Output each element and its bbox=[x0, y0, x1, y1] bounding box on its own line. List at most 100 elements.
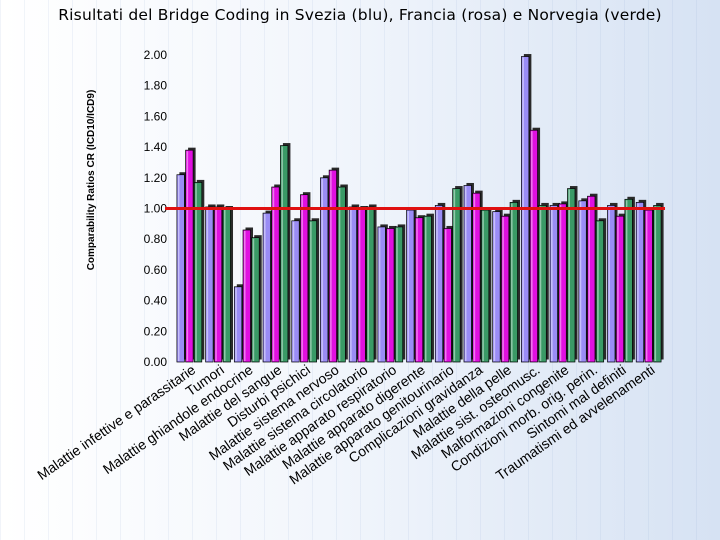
bar bbox=[501, 213, 512, 363]
bar bbox=[509, 199, 521, 363]
bar-highlight bbox=[387, 229, 390, 361]
bar bbox=[463, 182, 474, 363]
bar-face bbox=[538, 205, 547, 363]
bar-highlight bbox=[464, 186, 467, 361]
y-tick-label: 0.60 bbox=[144, 263, 168, 277]
y-tick-label: 1.60 bbox=[144, 109, 168, 123]
bar bbox=[567, 186, 578, 363]
bar-face bbox=[348, 206, 357, 363]
bar-highlight bbox=[321, 178, 323, 361]
bar-face bbox=[406, 209, 415, 363]
bar-face bbox=[578, 200, 587, 363]
bar-face bbox=[434, 205, 444, 363]
bar-highlight bbox=[502, 217, 504, 361]
bar-face bbox=[251, 237, 260, 363]
bar-face bbox=[308, 220, 317, 363]
y-axis-ticks: 0.00 0.20 0.40 0.60 0.80 1.00 1.20 1.40 1.60 1.80… bbox=[144, 48, 168, 369]
bar bbox=[291, 218, 302, 363]
bar-highlight bbox=[292, 221, 295, 361]
bar bbox=[242, 227, 254, 363]
bar-face bbox=[607, 205, 616, 363]
bars bbox=[176, 54, 664, 363]
bar-highlight bbox=[224, 209, 226, 361]
bar bbox=[213, 204, 225, 363]
bar-highlight bbox=[350, 207, 352, 361]
bar bbox=[233, 284, 245, 363]
bar-face bbox=[443, 228, 452, 363]
bar-highlight bbox=[637, 203, 639, 361]
bar-face bbox=[481, 209, 490, 363]
bar bbox=[280, 143, 291, 363]
bar-face bbox=[213, 206, 223, 363]
bar bbox=[644, 207, 655, 363]
bar-highlight bbox=[531, 131, 533, 361]
bar-highlight bbox=[539, 206, 542, 361]
bar bbox=[205, 204, 216, 363]
bar-face bbox=[328, 169, 337, 363]
bar bbox=[635, 199, 647, 363]
bar bbox=[538, 202, 549, 363]
bar-highlight bbox=[396, 227, 398, 361]
y-tick-label: 0.00 bbox=[144, 355, 168, 369]
bar-face bbox=[509, 202, 518, 363]
bar bbox=[587, 193, 598, 363]
bar-highlight bbox=[625, 200, 628, 361]
bar-face bbox=[337, 186, 346, 363]
bar-highlight bbox=[281, 146, 283, 361]
bar-highlight bbox=[511, 203, 513, 361]
bar-highlight bbox=[654, 206, 657, 361]
bar-face bbox=[635, 202, 645, 363]
bar-highlight bbox=[453, 189, 456, 361]
bar-face bbox=[567, 188, 576, 363]
bar bbox=[193, 179, 205, 363]
bar bbox=[320, 175, 331, 363]
bar bbox=[300, 192, 311, 363]
bar bbox=[222, 206, 234, 363]
bar-highlight bbox=[493, 212, 496, 361]
bar-highlight bbox=[378, 227, 381, 361]
bar-highlight bbox=[177, 175, 180, 361]
bar-highlight bbox=[272, 188, 275, 361]
y-tick-label: 0.20 bbox=[144, 324, 168, 338]
bar-face bbox=[615, 215, 625, 363]
bar-face bbox=[587, 195, 596, 363]
bar-highlight bbox=[310, 221, 312, 361]
bar-face bbox=[394, 226, 404, 363]
bar-highlight bbox=[301, 195, 303, 361]
bar-face bbox=[423, 215, 432, 363]
bar-face bbox=[595, 220, 605, 363]
y-tick-label: 2.00 bbox=[144, 48, 168, 62]
bar-face bbox=[300, 194, 309, 363]
y-tick-label: 0.80 bbox=[144, 232, 168, 246]
bar-highlight bbox=[579, 201, 582, 361]
bar-face bbox=[558, 203, 567, 363]
bar bbox=[328, 167, 340, 363]
bar-highlight bbox=[597, 221, 599, 361]
bar bbox=[262, 210, 274, 363]
page-title: Risultati del Bridge Coding in Svezia (b… bbox=[58, 6, 662, 24]
bar-face bbox=[205, 206, 214, 363]
bar bbox=[434, 202, 446, 363]
bar-highlight bbox=[608, 206, 610, 361]
bar-face bbox=[452, 188, 461, 363]
y-tick-label: 1.20 bbox=[144, 171, 168, 185]
bar bbox=[394, 224, 406, 363]
bar-face bbox=[472, 192, 481, 363]
bar-highlight bbox=[588, 197, 590, 361]
bar-highlight bbox=[330, 171, 332, 361]
bar-highlight bbox=[235, 287, 237, 361]
bar bbox=[414, 215, 426, 363]
bar-face bbox=[624, 198, 633, 363]
bar-highlight bbox=[195, 183, 197, 361]
bar bbox=[653, 202, 664, 363]
bar-highlight bbox=[244, 230, 246, 361]
bar bbox=[185, 147, 196, 363]
bar-face bbox=[280, 145, 289, 363]
bar bbox=[492, 209, 503, 363]
y-tick-label: 1.40 bbox=[144, 140, 168, 154]
bar bbox=[406, 207, 417, 363]
bar-face bbox=[271, 186, 280, 363]
bar bbox=[481, 207, 492, 363]
bar bbox=[348, 204, 360, 363]
bar bbox=[578, 198, 589, 363]
